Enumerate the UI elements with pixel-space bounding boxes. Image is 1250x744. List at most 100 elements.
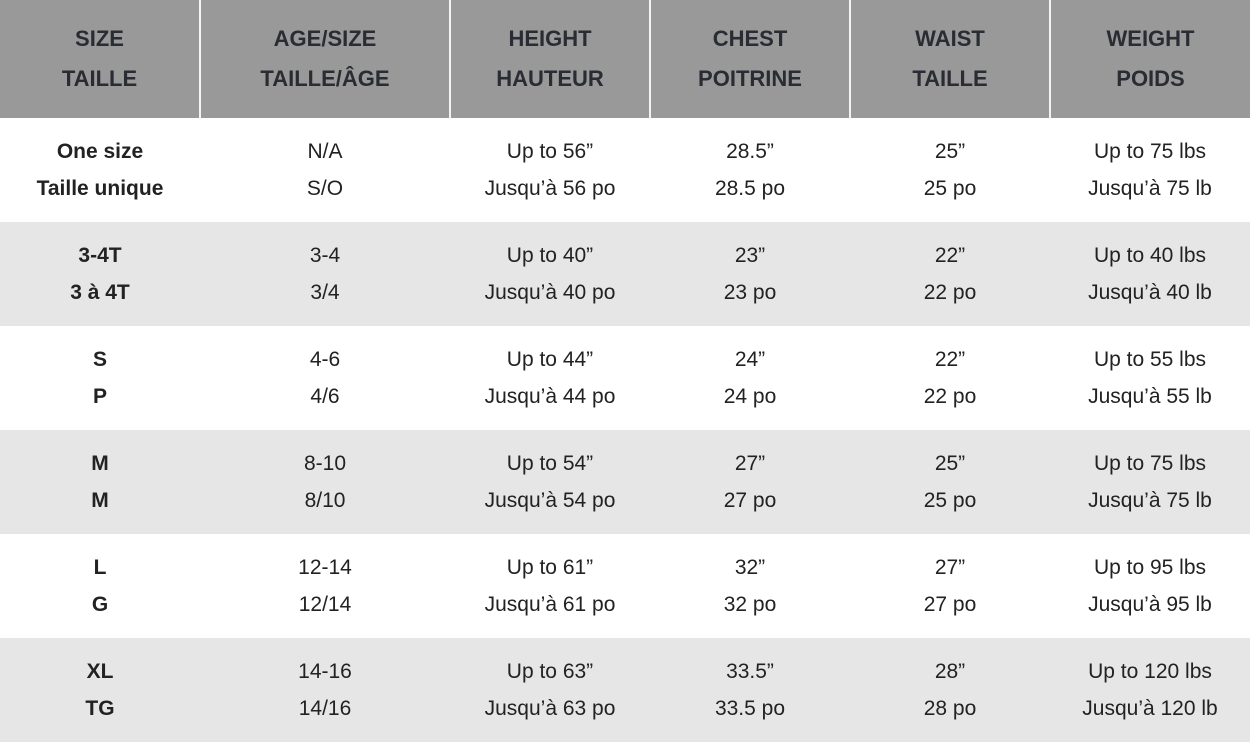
cell-weight: Up to 75 lbs Jusqu’à 75 lb bbox=[1050, 430, 1250, 534]
cell-height: Up to 40” Jusqu’à 40 po bbox=[450, 222, 650, 326]
cell-text-en: 27” bbox=[934, 556, 966, 579]
cell-text-en: Up to 44” bbox=[506, 348, 594, 371]
table-row: M M 8-10 8/10 Up to 54” Jusqu’à 54 po 27” 27 po… bbox=[0, 430, 1250, 534]
cell-text-en: Up to 120 lbs bbox=[1088, 660, 1212, 683]
header-label-en: SIZE bbox=[75, 26, 124, 51]
cell-waist: 25” 25 po bbox=[850, 430, 1050, 534]
cell-text-en: Up to 61” bbox=[506, 556, 594, 579]
cell-text-fr: Jusqu’à 75 lb bbox=[1088, 177, 1212, 200]
cell-text-fr: Taille unique bbox=[36, 177, 164, 200]
cell-waist: 25” 25 po bbox=[850, 118, 1050, 222]
cell-height: Up to 61” Jusqu’à 61 po bbox=[450, 534, 650, 638]
table-row: 3-4T 3 à 4T 3-4 3/4 Up to 40” Jusqu’à 40 po 23… bbox=[0, 222, 1250, 326]
cell-weight: Up to 55 lbs Jusqu’à 55 lb bbox=[1050, 326, 1250, 430]
cell-text-en: Up to 55 lbs bbox=[1093, 348, 1207, 371]
cell-text-fr: TG bbox=[85, 697, 115, 720]
cell-text-fr: Jusqu’à 44 po bbox=[484, 385, 616, 408]
cell-weight: Up to 95 lbs Jusqu’à 95 lb bbox=[1050, 534, 1250, 638]
cell-text-fr: Jusqu’à 95 lb bbox=[1088, 593, 1212, 616]
cell-text-en: 33.5” bbox=[726, 660, 774, 683]
cell-waist: 28” 28 po bbox=[850, 638, 1050, 742]
header-chest: CHEST POITRINE bbox=[649, 0, 850, 118]
cell-text-en: 14-16 bbox=[298, 660, 352, 683]
cell-text-en: S bbox=[92, 348, 107, 371]
cell-text-en: 28.5” bbox=[726, 140, 774, 163]
cell-text-en: 32” bbox=[734, 556, 766, 579]
header-waist: WAIST TAILLE bbox=[849, 0, 1050, 118]
cell-text-en: 25” bbox=[934, 452, 966, 475]
cell-size: XL TG bbox=[0, 638, 200, 742]
cell-chest: 32” 32 po bbox=[650, 534, 850, 638]
cell-text-fr: P bbox=[92, 385, 107, 408]
cell-text-en: Up to 40 lbs bbox=[1093, 244, 1207, 267]
cell-text-en: 8-10 bbox=[303, 452, 347, 475]
cell-chest: 24” 24 po bbox=[650, 326, 850, 430]
cell-text-fr: 3 à 4T bbox=[70, 281, 130, 304]
cell-text-fr: Jusqu’à 40 po bbox=[484, 281, 616, 304]
cell-weight: Up to 40 lbs Jusqu’à 40 lb bbox=[1050, 222, 1250, 326]
cell-text-en: 3-4 bbox=[309, 244, 341, 267]
cell-text-fr: 12/14 bbox=[298, 593, 352, 616]
cell-text-fr: 28.5 po bbox=[714, 177, 786, 200]
cell-text-fr: G bbox=[91, 593, 109, 616]
cell-text-en: 4-6 bbox=[309, 348, 341, 371]
cell-size: One size Taille unique bbox=[0, 118, 200, 222]
cell-text-en: 28” bbox=[934, 660, 966, 683]
cell-age-size: 3-4 3/4 bbox=[200, 222, 450, 326]
cell-text-fr: 27 po bbox=[723, 489, 777, 512]
cell-text-fr: M bbox=[91, 489, 109, 512]
cell-text-fr: 24 po bbox=[723, 385, 777, 408]
cell-text-en: 25” bbox=[934, 140, 966, 163]
cell-text-en: N/A bbox=[307, 140, 343, 163]
cell-text-en: Up to 54” bbox=[506, 452, 594, 475]
header-age-size: AGE/SIZE TAILLE/ÂGE bbox=[199, 0, 450, 118]
header-weight: WEIGHT POIDS bbox=[1049, 0, 1250, 118]
header-row: SIZE TAILLE AGE/SIZE TAILLE/ÂGE HEIGHT HAUTEU… bbox=[0, 0, 1250, 118]
cell-text-fr: Jusqu’à 75 lb bbox=[1088, 489, 1212, 512]
header-label-en: HEIGHT bbox=[508, 26, 592, 51]
cell-text-fr: Jusqu’à 40 lb bbox=[1088, 281, 1212, 304]
cell-age-size: 12-14 12/14 bbox=[200, 534, 450, 638]
header-label-en: CHEST bbox=[712, 26, 788, 51]
cell-waist: 27” 27 po bbox=[850, 534, 1050, 638]
cell-text-en: 23” bbox=[734, 244, 766, 267]
cell-text-fr: 4/6 bbox=[310, 385, 340, 408]
cell-text-fr: 23 po bbox=[723, 281, 777, 304]
cell-chest: 33.5” 33.5 po bbox=[650, 638, 850, 742]
cell-text-fr: 25 po bbox=[923, 489, 977, 512]
cell-height: Up to 63” Jusqu’à 63 po bbox=[450, 638, 650, 742]
cell-text-en: L bbox=[93, 556, 107, 579]
cell-waist: 22” 22 po bbox=[850, 326, 1050, 430]
cell-weight: Up to 120 lbs Jusqu’à 120 lb bbox=[1050, 638, 1250, 742]
cell-text-en: 3-4T bbox=[78, 244, 122, 267]
header-label-en: WAIST bbox=[915, 26, 985, 51]
table-row: L G 12-14 12/14 Up to 61” Jusqu’à 61 po 32” 32 … bbox=[0, 534, 1250, 638]
cell-text-fr: 22 po bbox=[923, 385, 977, 408]
cell-text-fr: 25 po bbox=[923, 177, 977, 200]
cell-text-fr: 14/16 bbox=[298, 697, 352, 720]
cell-text-en: 12-14 bbox=[298, 556, 352, 579]
cell-text-fr: Jusqu’à 56 po bbox=[484, 177, 616, 200]
header-label-fr: POITRINE bbox=[698, 66, 802, 91]
cell-text-en: Up to 63” bbox=[506, 660, 594, 683]
cell-weight: Up to 75 lbs Jusqu’à 75 lb bbox=[1050, 118, 1250, 222]
cell-text-fr: Jusqu’à 120 lb bbox=[1082, 697, 1218, 720]
cell-text-fr: 33.5 po bbox=[714, 697, 786, 720]
cell-text-fr: 22 po bbox=[923, 281, 977, 304]
cell-size: 3-4T 3 à 4T bbox=[0, 222, 200, 326]
cell-age-size: 8-10 8/10 bbox=[200, 430, 450, 534]
cell-text-en: M bbox=[91, 452, 109, 475]
cell-text-en: Up to 75 lbs bbox=[1093, 452, 1207, 475]
cell-text-en: 22” bbox=[934, 244, 966, 267]
header-label-fr: TAILLE bbox=[912, 66, 988, 91]
cell-text-fr: 32 po bbox=[723, 593, 777, 616]
cell-text-fr: Jusqu’à 55 lb bbox=[1088, 385, 1212, 408]
cell-text-en: Up to 56” bbox=[506, 140, 594, 163]
cell-text-fr: Jusqu’à 61 po bbox=[484, 593, 616, 616]
header-label-en: AGE/SIZE bbox=[273, 26, 377, 51]
table-row: XL TG 14-16 14/16 Up to 63” Jusqu’à 63 po 33.5… bbox=[0, 638, 1250, 742]
cell-text-fr: 3/4 bbox=[310, 281, 340, 304]
